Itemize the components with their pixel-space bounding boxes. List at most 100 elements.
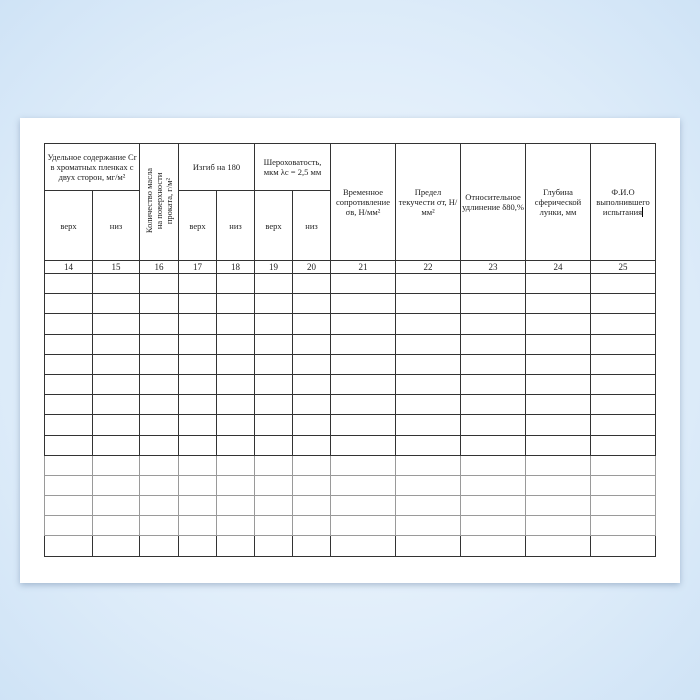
table-cell[interactable] [139, 495, 179, 517]
table-cell[interactable] [590, 495, 656, 517]
table-cell[interactable] [590, 434, 656, 456]
table-cell[interactable] [460, 313, 526, 335]
table-cell[interactable] [92, 293, 140, 315]
table-cell[interactable] [178, 394, 217, 416]
table-cell[interactable] [92, 313, 140, 335]
table-cell[interactable] [178, 495, 217, 517]
table-cell[interactable] [44, 474, 93, 497]
table-cell[interactable] [92, 495, 140, 517]
table-cell[interactable] [292, 434, 331, 456]
table-cell[interactable] [92, 434, 140, 456]
table-cell[interactable] [525, 353, 591, 375]
table-cell[interactable] [330, 414, 396, 436]
table-cell[interactable] [525, 515, 591, 537]
table-cell[interactable] [92, 454, 140, 476]
table-cell[interactable] [292, 454, 331, 476]
table-cell[interactable] [44, 293, 93, 315]
table-cell[interactable] [216, 313, 255, 335]
table-cell[interactable] [330, 394, 396, 416]
table-cell[interactable] [395, 495, 461, 517]
table-cell[interactable] [139, 293, 179, 315]
table-cell[interactable] [139, 394, 179, 416]
table-cell[interactable] [139, 333, 179, 355]
table-cell[interactable] [525, 293, 591, 315]
table-cell[interactable] [139, 373, 179, 396]
table-cell[interactable] [330, 515, 396, 537]
table-cell[interactable] [254, 333, 293, 355]
table-cell[interactable] [292, 353, 331, 375]
table-cell[interactable] [330, 293, 396, 315]
table-cell[interactable] [44, 434, 93, 456]
table-cell[interactable] [395, 313, 461, 335]
table-cell[interactable] [92, 353, 140, 375]
table-cell[interactable] [139, 414, 179, 436]
table-cell[interactable] [330, 333, 396, 355]
table-cell[interactable] [216, 414, 255, 436]
table-cell[interactable] [216, 495, 255, 517]
table-cell[interactable] [525, 272, 591, 295]
table-cell[interactable] [590, 293, 656, 315]
table-cell[interactable] [178, 474, 217, 497]
table-cell[interactable] [292, 313, 331, 335]
table-cell[interactable] [395, 353, 461, 375]
table-cell[interactable] [92, 394, 140, 416]
table-cell[interactable] [254, 353, 293, 375]
table-cell[interactable] [254, 454, 293, 476]
table-cell[interactable] [292, 474, 331, 497]
table-cell[interactable] [139, 454, 179, 476]
table-cell[interactable] [44, 394, 93, 416]
table-cell[interactable] [292, 373, 331, 396]
table-cell[interactable] [292, 293, 331, 315]
table-cell[interactable] [395, 434, 461, 456]
table-cell[interactable] [292, 495, 331, 517]
table-cell[interactable] [330, 495, 396, 517]
table-cell[interactable] [292, 414, 331, 436]
table-cell[interactable] [92, 474, 140, 497]
table-cell[interactable] [590, 535, 656, 557]
table-cell[interactable] [292, 535, 331, 557]
table-cell[interactable] [254, 293, 293, 315]
table-cell[interactable] [254, 272, 293, 295]
table-cell[interactable] [525, 414, 591, 436]
table-cell[interactable] [460, 535, 526, 557]
table-cell[interactable] [92, 272, 140, 295]
table-cell[interactable] [525, 535, 591, 557]
table-cell[interactable] [590, 353, 656, 375]
table-cell[interactable] [216, 535, 255, 557]
table-cell[interactable] [44, 353, 93, 375]
table-cell[interactable] [460, 474, 526, 497]
table-cell[interactable] [460, 373, 526, 396]
table-cell[interactable] [254, 394, 293, 416]
table-cell[interactable] [525, 313, 591, 335]
table-cell[interactable] [525, 495, 591, 517]
table-cell[interactable] [216, 353, 255, 375]
table-cell[interactable] [254, 313, 293, 335]
table-cell[interactable] [460, 293, 526, 315]
table-cell[interactable] [590, 454, 656, 476]
table-cell[interactable] [330, 434, 396, 456]
table-cell[interactable] [395, 373, 461, 396]
table-cell[interactable] [525, 474, 591, 497]
table-cell[interactable] [254, 535, 293, 557]
table-cell[interactable] [254, 373, 293, 396]
table-cell[interactable] [590, 373, 656, 396]
table-cell[interactable] [395, 414, 461, 436]
table-cell[interactable] [395, 333, 461, 355]
table-cell[interactable] [460, 454, 526, 476]
table-cell[interactable] [44, 313, 93, 335]
table-cell[interactable] [590, 313, 656, 335]
table-cell[interactable] [330, 535, 396, 557]
table-cell[interactable] [254, 434, 293, 456]
table-cell[interactable] [44, 272, 93, 295]
table-cell[interactable] [330, 454, 396, 476]
table-cell[interactable] [525, 394, 591, 416]
table-cell[interactable] [525, 454, 591, 476]
table-cell[interactable] [330, 353, 396, 375]
table-cell[interactable] [590, 515, 656, 537]
table-cell[interactable] [178, 434, 217, 456]
table-cell[interactable] [254, 495, 293, 517]
table-cell[interactable] [525, 333, 591, 355]
table-cell[interactable] [216, 434, 255, 456]
table-cell[interactable] [330, 474, 396, 497]
table-cell[interactable] [216, 515, 255, 537]
